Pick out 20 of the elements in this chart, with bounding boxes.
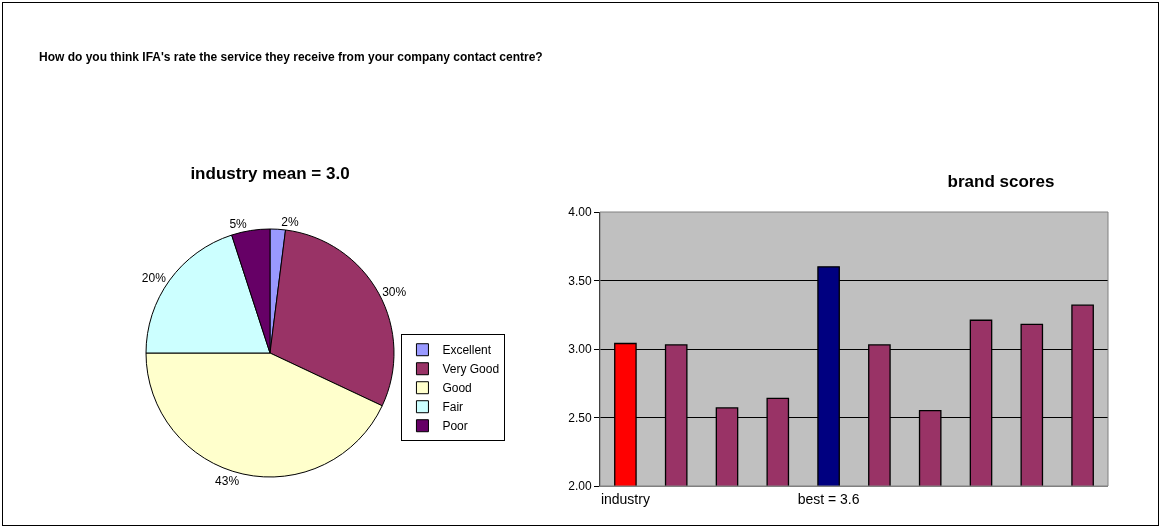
legend-label: Good <box>442 381 472 396</box>
data-label: 20% <box>141 270 167 285</box>
legend-label: Very Good <box>442 362 500 377</box>
y-tick-label: 3.50 <box>568 273 592 288</box>
chart-title: How do you think IFA's rate the service they receive from your company contact centre? <box>39 50 543 64</box>
legend-label: Poor <box>442 419 468 434</box>
data-label: 5% <box>229 216 248 231</box>
chart-subtitle: industry mean = 3.0 <box>190 163 350 183</box>
legend-label: Fair <box>442 400 464 415</box>
y-tick-label: 4.00 <box>568 205 592 220</box>
y-tick-label: 3.00 <box>568 342 592 357</box>
x-tick-label: industry <box>600 490 650 507</box>
legend-label: Excellent <box>442 343 492 358</box>
data-label: 30% <box>382 284 407 299</box>
data-label: 2% <box>281 215 299 230</box>
data-label: 43% <box>215 473 240 488</box>
chart-title: brand scores <box>947 171 1055 191</box>
y-tick-label: 2.50 <box>568 410 592 425</box>
x-tick-label: best = 3.6 <box>797 490 860 507</box>
y-tick-label: 2.00 <box>568 479 592 494</box>
